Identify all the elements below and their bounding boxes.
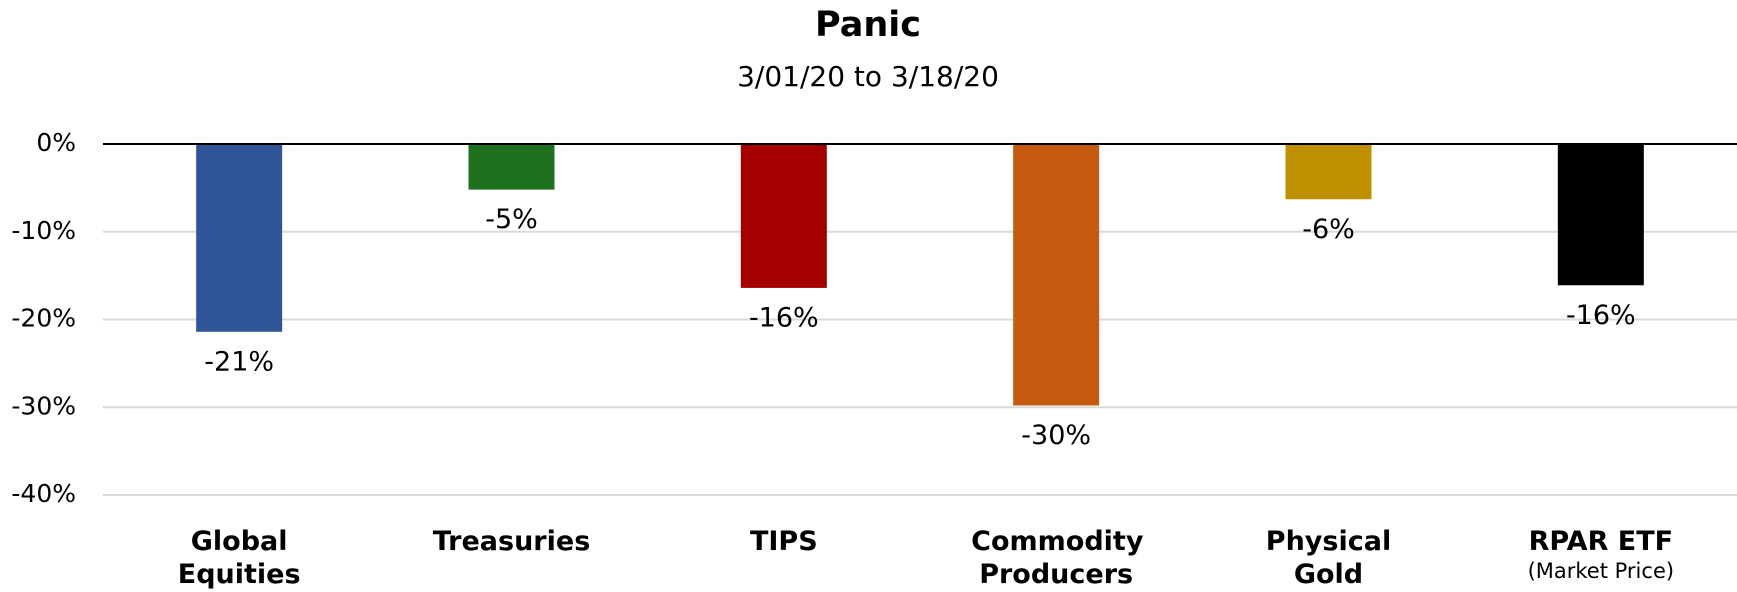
category-name: Global Equities [177, 526, 301, 590]
bar [1557, 144, 1644, 286]
data-label: -16% [749, 302, 819, 333]
x-tick-label: Global Equities [139, 525, 339, 591]
y-tick-label: -40% [11, 479, 76, 508]
category-name: Commodity Producers [971, 526, 1144, 590]
bar [1285, 144, 1372, 200]
bar [468, 144, 555, 190]
bar [196, 144, 283, 332]
bar [1013, 144, 1100, 406]
y-tick-label: -30% [11, 391, 76, 420]
category-name: Physical Gold [1265, 526, 1392, 590]
x-tick-label: Commodity Producers [956, 525, 1156, 591]
x-tick-label: Treasuries [412, 525, 612, 558]
x-tick-label: Physical Gold [1229, 525, 1429, 591]
data-label: -6% [1302, 214, 1355, 245]
y-tick-label: 0% [36, 128, 76, 157]
x-tick-label: RPAR ETF (Market Price) [1501, 525, 1701, 584]
chart-subtitle: 3/01/20 to 3/18/20 [737, 60, 999, 93]
category-name: Treasuries [432, 526, 591, 557]
data-label: -30% [1021, 420, 1091, 451]
x-tick-label: TIPS [684, 525, 884, 558]
category-name: TIPS [749, 526, 818, 557]
y-tick-label: -20% [11, 304, 76, 333]
chart-title: Panic [815, 5, 921, 45]
y-tick-label: -10% [11, 216, 76, 245]
data-label: -21% [204, 346, 274, 377]
category-name: RPAR ETF [1528, 526, 1674, 557]
data-label: -16% [1566, 300, 1636, 331]
data-label: -5% [485, 204, 538, 235]
category-note: (Market Price) [1527, 559, 1675, 583]
bar [740, 144, 827, 288]
